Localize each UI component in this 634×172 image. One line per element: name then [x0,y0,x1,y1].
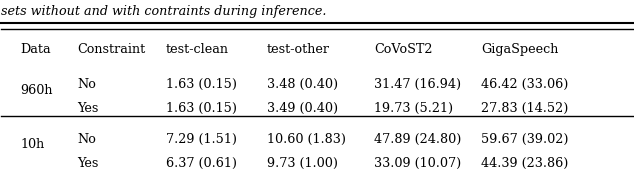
Text: No: No [77,78,96,91]
Text: 47.89 (24.80): 47.89 (24.80) [374,133,461,146]
Text: 1.63 (0.15): 1.63 (0.15) [165,78,236,91]
Text: 59.67 (39.02): 59.67 (39.02) [481,133,569,146]
Text: GigaSpeech: GigaSpeech [481,43,559,56]
Text: sets without and with contraints during inference.: sets without and with contraints during … [1,5,327,18]
Text: Constraint: Constraint [77,43,145,56]
Text: 27.83 (14.52): 27.83 (14.52) [481,102,569,115]
Text: 7.29 (1.51): 7.29 (1.51) [165,133,236,146]
Text: Yes: Yes [77,157,98,170]
Text: 33.09 (10.07): 33.09 (10.07) [374,157,461,170]
Text: 19.73 (5.21): 19.73 (5.21) [374,102,453,115]
Text: CoVoST2: CoVoST2 [374,43,432,56]
Text: 10h: 10h [20,138,44,151]
Text: Data: Data [20,43,51,56]
Text: 3.49 (0.40): 3.49 (0.40) [266,102,338,115]
Text: 3.48 (0.40): 3.48 (0.40) [266,78,338,91]
Text: test-clean: test-clean [165,43,228,56]
Text: 960h: 960h [20,84,53,97]
Text: 9.73 (1.00): 9.73 (1.00) [266,157,337,170]
Text: No: No [77,133,96,146]
Text: 44.39 (23.86): 44.39 (23.86) [481,157,569,170]
Text: 1.63 (0.15): 1.63 (0.15) [165,102,236,115]
Text: 10.60 (1.83): 10.60 (1.83) [266,133,346,146]
Text: 6.37 (0.61): 6.37 (0.61) [165,157,236,170]
Text: Yes: Yes [77,102,98,115]
Text: 31.47 (16.94): 31.47 (16.94) [374,78,461,91]
Text: test-other: test-other [266,43,330,56]
Text: 46.42 (33.06): 46.42 (33.06) [481,78,569,91]
